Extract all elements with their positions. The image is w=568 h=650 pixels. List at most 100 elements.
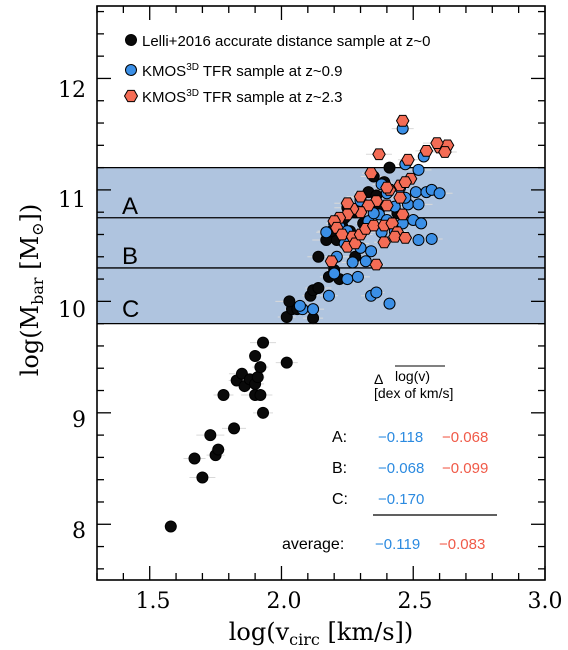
point-kmos-z23 <box>395 208 410 221</box>
point-kmos-z09 <box>415 217 428 230</box>
legend-text-kmos-z09-main: KMOS <box>142 63 186 80</box>
point-kmos-z23 <box>361 199 376 212</box>
legend-text-kmos-z09-sup: 3D <box>186 62 199 73</box>
y-axis-title: log(Mbar [M⊙]) <box>16 204 47 377</box>
legend-marker-kmos-z09 <box>125 64 137 76</box>
point-kmos-z09 <box>412 198 425 211</box>
legend-text-kmos-z23-sup: 3D <box>186 88 199 99</box>
legend-marker-kmos-z23 <box>123 89 139 103</box>
y-axis-title-sym: ⊙ <box>28 222 47 235</box>
point-lelli <box>254 361 267 374</box>
point-kmos-z23 <box>324 255 339 268</box>
band-a <box>97 167 545 218</box>
point-kmos-z23 <box>398 176 413 188</box>
row-b-label: B: <box>332 460 347 477</box>
y-tick-label-11: 11 <box>58 188 86 213</box>
delta-quantity: log(v) <box>395 368 430 384</box>
point-kmos-z23 <box>364 167 378 180</box>
band-label-c: C <box>122 296 139 323</box>
legend: Lelli+2016 accurate distance sample at z… <box>123 33 431 106</box>
point-lelli <box>383 161 396 174</box>
point-kmos-z09 <box>320 226 333 239</box>
point-kmos-z09 <box>370 286 383 299</box>
delta-unit: [dex of km/s] <box>374 385 453 401</box>
legend-item-kmos-z23: KMOS3D TFR sample at z~2.3 <box>123 88 343 106</box>
row-c-label: C: <box>332 491 348 508</box>
point-kmos-z23 <box>353 190 368 203</box>
point-lelli <box>196 471 209 484</box>
point-lelli <box>257 406 270 419</box>
x-axis-title-end: [km/s]) <box>320 618 413 646</box>
point-kmos-z09 <box>409 186 422 199</box>
legend-text-kmos-z09: KMOS3D TFR sample at z~0.9 <box>142 62 343 80</box>
legend-text-lelli: Lelli+2016 accurate distance sample at z… <box>142 33 431 50</box>
row-a-blue: −0.118 <box>378 429 423 446</box>
row-average-blue: −0.119 <box>375 536 420 553</box>
point-kmos-z23 <box>369 258 384 271</box>
y-axis-title-mid: [M <box>16 236 44 278</box>
delta-annotation: Δ log(v) [dex of km/s] A: −0.118 −0.068 … <box>282 365 497 553</box>
point-lelli <box>188 452 201 465</box>
point-kmos-z09 <box>359 255 372 268</box>
point-lelli <box>312 281 325 294</box>
delta-symbol: Δ <box>374 371 383 387</box>
x-tick-label-3.0: 3.0 <box>528 589 563 614</box>
point-lelli <box>283 295 296 308</box>
point-kmos-z09 <box>412 234 425 247</box>
point-lelli <box>217 388 230 401</box>
point-lelli <box>257 336 270 349</box>
legend-item-lelli: Lelli+2016 accurate distance sample at z… <box>125 33 431 50</box>
y-tick-label-10: 10 <box>58 298 86 323</box>
point-kmos-z23 <box>380 181 394 194</box>
bands-layer <box>97 166 545 325</box>
point-kmos-z09 <box>307 303 320 316</box>
y-tick-label-8: 8 <box>72 519 86 544</box>
point-kmos-z23 <box>380 199 394 212</box>
row-b-red: −0.099 <box>442 460 488 477</box>
point-kmos-z09 <box>328 267 341 280</box>
point-kmos-z09 <box>433 187 446 200</box>
legend-text-kmos-z23-main: KMOS <box>142 89 186 106</box>
point-kmos-z23 <box>372 148 386 161</box>
y-axis-title-main: log(M <box>16 305 44 376</box>
point-kmos-z23 <box>340 197 355 210</box>
point-lelli <box>164 520 177 533</box>
points-layer <box>164 114 455 533</box>
point-kmos-z09 <box>425 232 438 245</box>
point-kmos-z23 <box>377 236 391 249</box>
y-axis-title-end: ]) <box>16 204 44 223</box>
legend-text-kmos-z09-after: TFR sample at z~0.9 <box>199 63 343 80</box>
legend-text-kmos-z23-after: TFR sample at z~2.3 <box>199 89 343 106</box>
legend-item-kmos-z09: KMOS3D TFR sample at z~0.9 <box>125 62 343 80</box>
row-c-blue: −0.170 <box>378 491 424 508</box>
point-kmos-z23 <box>335 228 349 241</box>
row-average-red: −0.083 <box>439 536 485 553</box>
point-kmos-z23 <box>401 153 415 166</box>
point-kmos-z23 <box>438 146 452 158</box>
point-kmos-z09 <box>412 163 425 176</box>
x-axis-title-main: log(v <box>229 618 290 646</box>
point-lelli <box>280 356 293 369</box>
point-lelli <box>212 443 225 456</box>
point-kmos-z23 <box>366 219 381 232</box>
point-lelli <box>249 349 262 362</box>
row-average-label: average: <box>282 536 344 553</box>
point-kmos-z23 <box>419 145 434 157</box>
point-kmos-z23 <box>388 230 402 243</box>
x-tick-label-1.5: 1.5 <box>136 589 171 614</box>
point-kmos-z09 <box>341 273 354 286</box>
point-kmos-z09 <box>322 289 335 302</box>
point-lelli <box>228 422 241 435</box>
point-kmos-z23 <box>395 114 410 127</box>
point-kmos-z09 <box>365 245 378 258</box>
legend-marker-lelli <box>125 34 137 46</box>
y-tick-label-12: 12 <box>58 78 86 103</box>
point-lelli <box>251 371 264 384</box>
x-axis-title-sub: circ <box>289 630 320 649</box>
point-lelli <box>204 429 217 442</box>
point-lelli <box>312 250 325 263</box>
row-a-red: −0.068 <box>442 429 488 446</box>
band-label-a: A <box>122 193 138 220</box>
point-kmos-z09 <box>346 256 359 269</box>
